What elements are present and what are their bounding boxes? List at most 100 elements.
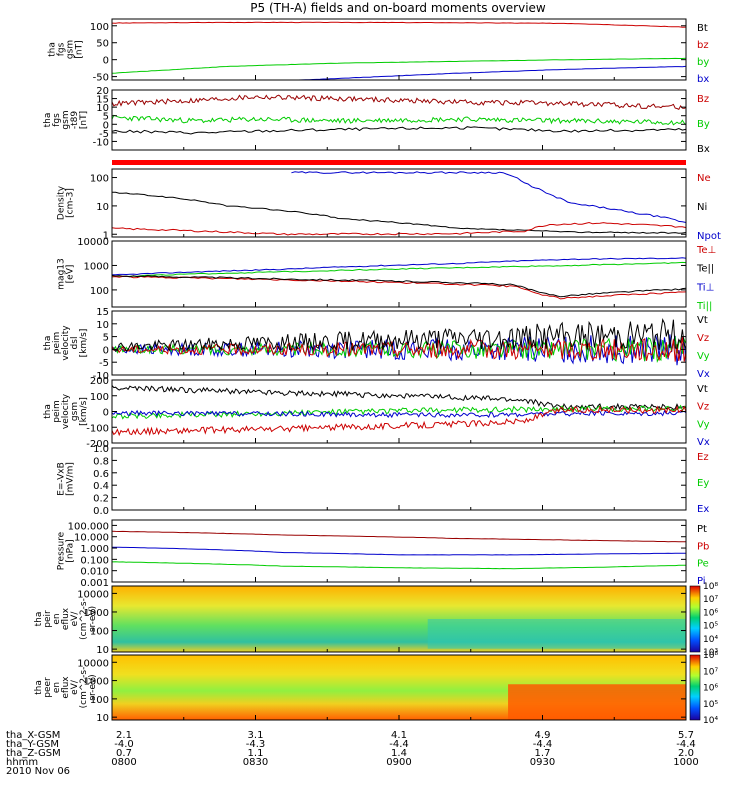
y-axis-label-line: peim xyxy=(52,332,62,355)
legend-Npot: Npot xyxy=(697,231,721,242)
legend-Pi: Pi xyxy=(697,576,706,587)
y-axis-label: thapeerenefluxeV/(cm^2-s-sr-eV) xyxy=(34,667,98,709)
series-line-Vz xyxy=(111,405,687,437)
y-tick-label: -5 xyxy=(99,129,109,140)
y-tick-label: 200 xyxy=(90,376,109,387)
colorbar-tick-label: 10³ xyxy=(703,648,718,658)
legend-Vz: Vz xyxy=(697,402,709,413)
y-tick-label: 10 xyxy=(96,645,109,656)
panel-frame xyxy=(111,447,687,511)
y-tick-label: 20 xyxy=(96,86,109,97)
y-axis-label-line: [cm-3] xyxy=(66,188,76,218)
y-tick-label: 50 xyxy=(96,39,109,50)
spectrogram-patch xyxy=(508,684,686,720)
panel-fgs: -50 0 50 100 thafgsgsm[nT] Bt bz by bx xyxy=(48,18,709,85)
y-tick-label: 1.000 xyxy=(80,544,109,555)
y-axis-label-line: eV/ xyxy=(70,679,80,695)
panel-efield: 0.00.2 0.40.6 0.81.0 E=-VxB[mV/m] Ez Ey Ex xyxy=(57,444,710,517)
y-tick-label: 100 xyxy=(90,695,109,706)
series-line-Ti⊥ xyxy=(111,257,687,276)
panel-frame xyxy=(111,168,687,238)
legend-bx: bx xyxy=(697,74,709,85)
y-tick-label: 0.0 xyxy=(93,506,109,517)
colorbar-tick-label: 10⁶ xyxy=(703,684,718,694)
y-axis-label-line: [nT] xyxy=(75,40,85,58)
y-axis-label: thafgsgsm[nT] xyxy=(48,40,85,59)
y-axis-label-line: [km/s] xyxy=(79,397,89,426)
colorbar-tick-label: 10⁵ xyxy=(703,700,718,710)
ephemeris-label: hhmm xyxy=(6,757,38,768)
ephemeris-value: 4.1 xyxy=(391,730,407,741)
y-axis-label-line: velocity xyxy=(61,325,71,361)
y-tick-label: -10 xyxy=(93,371,109,382)
y-axis-label: thapeimvelocitydsl[km/s] xyxy=(43,325,89,361)
legend-bz: bz xyxy=(697,40,709,51)
y-axis-label-line: peir xyxy=(43,610,53,628)
y-axis-label-line: (cm^2-s- xyxy=(79,598,89,640)
y-axis-label-line: eV/ xyxy=(70,611,80,627)
ephemeris-value: -4.4 xyxy=(389,739,409,750)
y-axis-label-line: tha xyxy=(48,42,58,57)
colorbar-tick-label: 10⁴ xyxy=(703,716,718,726)
y-tick-label: 10.000 xyxy=(74,533,109,544)
panel-density: 1 10 100 Density[cm-3] Ne Ni Npot xyxy=(57,168,721,242)
y-tick-label: 0.100 xyxy=(80,555,109,566)
y-tick-label: 5 xyxy=(103,333,109,344)
y-axis-label-line: [nT] xyxy=(79,111,89,129)
y-axis-label-line: velocity xyxy=(61,393,71,429)
legend-Ey: Ey xyxy=(697,478,709,489)
y-axis-label: Pressure[nPa] xyxy=(57,531,76,570)
colorbar xyxy=(689,585,701,653)
y-axis-label-line: (cm^2-s- xyxy=(79,667,89,709)
y-tick-label: 1.0 xyxy=(93,444,109,455)
legend-Vt: Vt xyxy=(697,315,708,326)
y-axis-label-line: sr-eV) xyxy=(88,606,98,632)
series-line-Pt xyxy=(111,530,687,543)
ephemeris-label: tha_Z-GSM xyxy=(6,748,61,759)
y-axis-label-line: en xyxy=(52,682,62,693)
ephemeris-value: 1.1 xyxy=(248,748,264,759)
y-axis-label: Density[cm-3] xyxy=(57,185,76,220)
ephemeris-value: 0800 xyxy=(111,757,136,768)
y-tick-label: 10000 xyxy=(77,589,109,600)
legend-By: By xyxy=(697,119,710,130)
legend-by: by xyxy=(697,57,709,68)
ephemeris-label: tha_X-GSM xyxy=(6,730,60,741)
y-axis-label-line: peer xyxy=(43,677,53,698)
legend-Bx: Bx xyxy=(697,144,710,155)
y-axis-label-line: gsm xyxy=(70,402,80,421)
y-tick-label: 0 xyxy=(103,408,109,419)
y-axis-label-line: Pressure xyxy=(57,531,67,570)
y-tick-label: 100 xyxy=(90,174,109,185)
y-tick-label: -10 xyxy=(93,137,109,148)
colorbar-tick-label: 10⁸ xyxy=(703,582,718,592)
y-axis-label-line: mag13 xyxy=(57,258,67,289)
series-line-Vt xyxy=(112,318,687,352)
y-axis-label-line: [km/s] xyxy=(79,329,89,358)
ephemeris-value: 0900 xyxy=(386,757,411,768)
legend-Pt: Pt xyxy=(697,524,707,535)
panel-peim_gsm: -200-1000100200thapeimvelocitygsm[km/s]V… xyxy=(43,376,710,450)
legend-Vx: Vx xyxy=(697,369,710,380)
ephemeris-value: 0830 xyxy=(243,757,268,768)
y-axis-label-line: eflux xyxy=(61,676,71,699)
legend-Vy: Vy xyxy=(697,419,710,430)
y-tick-label: 1000 xyxy=(84,608,109,619)
legend-Pe: Pe xyxy=(697,559,709,570)
y-tick-label: 100 xyxy=(90,22,109,33)
y-axis-label-line: fgs xyxy=(52,113,62,127)
panel-peer: 10⁴10⁵10⁶10⁷10⁸10100100010000thapeerenef… xyxy=(34,651,718,726)
y-axis-label-line: tha xyxy=(43,404,53,419)
legend-Ti||: Ti|| xyxy=(696,301,712,312)
y-tick-label: 1 xyxy=(103,230,109,241)
separator-bar xyxy=(112,160,686,165)
y-axis-label-line: [mV/m] xyxy=(66,462,76,496)
y-axis-label-line: tha xyxy=(43,113,53,128)
y-axis-label-line: gsm xyxy=(61,110,71,129)
ephemeris-value: 0930 xyxy=(530,757,555,768)
series-line-Npot xyxy=(291,171,687,223)
y-axis-label-line: sr-eV) xyxy=(88,674,98,700)
y-axis-label: thapeirenefluxeV/(cm^2-s-sr-eV) xyxy=(34,598,98,640)
y-tick-label: 100.000 xyxy=(68,521,109,532)
